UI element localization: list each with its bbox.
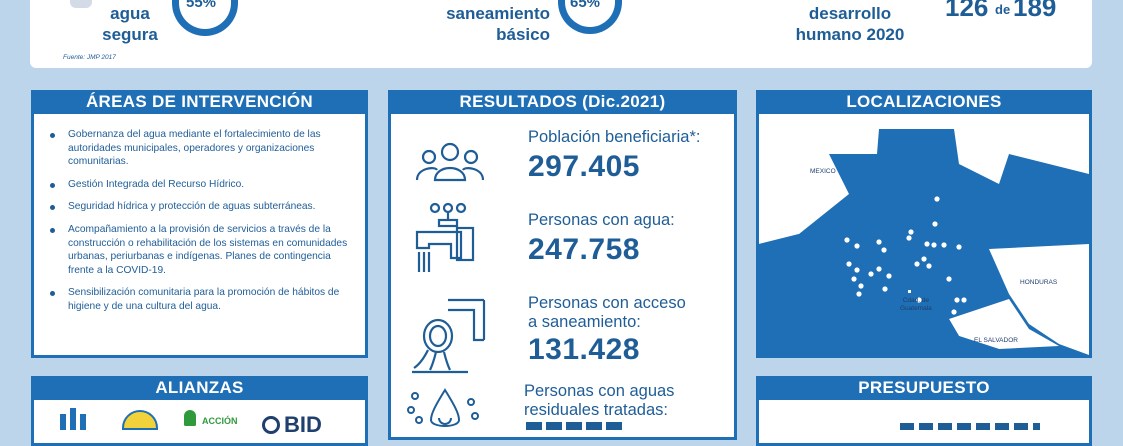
map-label-capital: Cdad. de Guatemala: [900, 297, 932, 313]
map-label-mexico: MEXICO: [810, 168, 836, 175]
wastewater-label: Personas con aguas residuales tratadas:: [524, 382, 674, 420]
hdi-label: desarrollo humano 2020: [780, 3, 920, 45]
faucet-icon: [415, 202, 475, 272]
wastewater-label-line2: residuales tratadas:: [524, 401, 668, 419]
hdi-label-line2: humano 2020: [795, 25, 905, 44]
wastewater-value-cropped: [526, 422, 626, 430]
hdi-label-line1: desarrollo: [808, 4, 892, 23]
logo-accion-contra-el-hambre: ACCIÓN: [180, 408, 245, 430]
accion-logo-text: ACCIÓN: [202, 416, 238, 426]
hdi-total: 189: [1013, 0, 1057, 22]
map-of-guatemala: [759, 114, 1089, 355]
hdi-de: de: [995, 2, 1011, 17]
areas-list: Gobernanza del agua mediante el fortalec…: [48, 128, 358, 323]
list-item: Gobernanza del agua mediante el fortalec…: [48, 128, 358, 169]
map-label-capital-line1: Cdad. de: [902, 297, 930, 304]
results-title: RESULTADOS (Dic.2021): [388, 90, 737, 114]
hdi-rank: 126: [945, 0, 989, 22]
bid-logo-text: BID: [284, 412, 322, 437]
water-label-line2: segura: [102, 25, 158, 44]
leaf-icon: [184, 410, 196, 426]
wastewater-label-line1: Personas con aguas: [524, 382, 675, 400]
water-label-line1: agua: [110, 4, 150, 23]
water-people-label: Personas con agua:: [528, 211, 675, 229]
sanitation-people-label-line2: a saneamiento:: [528, 313, 641, 331]
sanitation-label-line1: saneamiento: [446, 4, 550, 23]
budget-title: PRESUPUESTO: [756, 376, 1092, 400]
beneficiaries-label: Población beneficiaria*:: [528, 128, 701, 146]
water-drop-icon: [70, 0, 92, 8]
map-label-capital-line2: Guatemala: [900, 305, 932, 312]
locations-title: LOCALIZACIONES: [756, 90, 1092, 114]
alliances-title: ALIANZAS: [31, 376, 368, 400]
pipe-icon: [412, 298, 486, 374]
logo-guatemala: [60, 408, 90, 430]
water-label: agua segura: [95, 3, 165, 45]
areas-panel: [31, 90, 368, 358]
list-item: Sensibilización comunitaria para la prom…: [48, 286, 358, 313]
list-item: Gestión Integrada del Recurso Hídrico.: [48, 178, 358, 192]
water-drop-icon: [407, 388, 479, 427]
water-people-value: 247.758: [528, 233, 640, 266]
sanitation-label: saneamiento básico: [410, 3, 550, 45]
sanitation-percentage: 65%: [570, 0, 601, 11]
water-percentage: 55%: [186, 0, 217, 11]
beneficiaries-value: 297.405: [528, 150, 640, 183]
sanitation-label-line2: básico: [496, 25, 550, 44]
sanitation-people-label-line1: Personas con acceso: [528, 294, 686, 312]
sanitation-people-value: 131.428: [528, 333, 640, 366]
map-label-el-salvador: EL SALVADOR: [974, 337, 1018, 344]
source-note: Fuente: JMP 2017: [63, 54, 116, 61]
sanitation-people-label: Personas con acceso a saneamiento:: [528, 294, 686, 332]
people-icon: [415, 142, 485, 182]
areas-title: ÁREAS DE INTERVENCIÓN: [31, 90, 368, 114]
list-item: Seguridad hídrica y protección de aguas …: [48, 200, 358, 214]
logo-bid: BID: [262, 410, 347, 437]
results-panel: [388, 90, 737, 440]
map-label-honduras: HONDURAS: [1020, 279, 1058, 286]
list-item: Acompañamiento a la provisión de servici…: [48, 223, 358, 277]
budget-value-cropped: [900, 423, 1040, 430]
